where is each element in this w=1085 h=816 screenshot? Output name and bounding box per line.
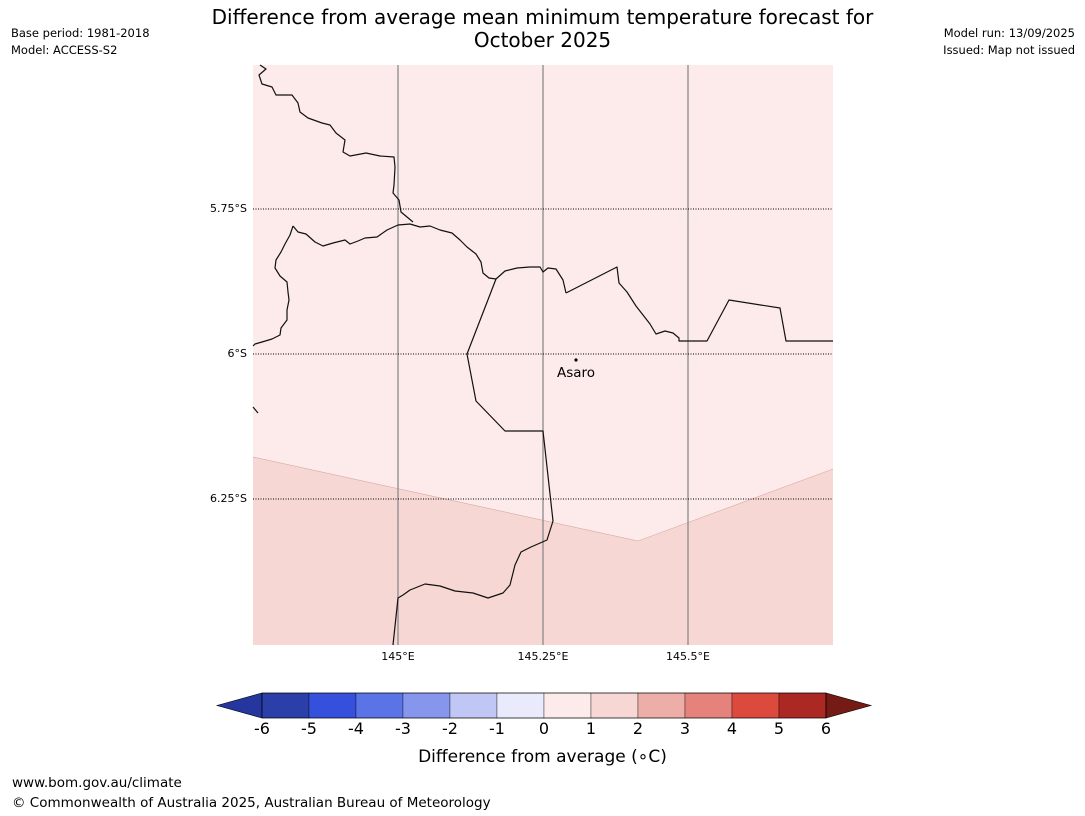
footer-url: www.bom.gov.au/climate: [12, 775, 182, 791]
meta-left: Base period: 1981-2018 Model: ACCESS-S2: [11, 25, 150, 59]
colorbar-tick-label: 0: [538, 719, 550, 738]
colorbar-tick-label: -1: [489, 719, 505, 738]
colorbar-segment: [402, 692, 451, 719]
model-name: Model: ACCESS-S2: [11, 43, 118, 57]
colorbar-tick-label: -2: [442, 719, 458, 738]
colorbar-tick-label: -5: [301, 719, 317, 738]
lat-label-6: 6°S: [227, 347, 247, 360]
colorbar-segment: [449, 692, 498, 719]
model-run: Model run: 13/09/2025: [943, 26, 1075, 40]
issued-status: Issued: Map not issued: [943, 43, 1075, 57]
colorbar-segment: [637, 692, 686, 719]
lon-label-145: 145°E: [381, 650, 415, 663]
base-period: Base period: 1981-2018: [11, 26, 150, 40]
colorbar-tick-label: 1: [585, 719, 597, 738]
colorbar-tick-label: 6: [820, 719, 832, 738]
colorbar-tick-label: 4: [726, 719, 738, 738]
colorbar-tick-label: 2: [632, 719, 644, 738]
colorbar-segment: [543, 692, 592, 719]
colorbar-extend-low: [215, 692, 263, 719]
colorbar-tick-label: 3: [679, 719, 691, 738]
colorbar: [215, 692, 873, 719]
colorbar-tick-label: 5: [773, 719, 785, 738]
place-marker: [574, 358, 578, 362]
border-central-south: [252, 225, 294, 347]
colorbar-outline: [261, 692, 827, 719]
colorbar-segment: [731, 692, 780, 719]
colorbar-segment: [308, 692, 357, 719]
colorbar-segment: [496, 692, 545, 719]
meta-right: Model run: 13/09/2025 Issued: Map not is…: [943, 25, 1075, 59]
lon-label-145-25: 145.25°E: [517, 650, 569, 663]
border-north-west: [258, 64, 414, 223]
colorbar-tick-label: -3: [395, 719, 411, 738]
colorbar-title: Difference from average (∘C): [418, 747, 667, 767]
border-eastern: [565, 266, 833, 342]
colorbar-extend-high: [825, 692, 873, 719]
contour-line: [252, 456, 834, 542]
colorbar-tick-label: -4: [348, 719, 364, 738]
map-title: Difference from average mean minimum tem…: [0, 6, 1085, 52]
lat-label-5-75: 5.75°S: [210, 202, 247, 215]
colorbar-segment: [778, 692, 827, 719]
map-title-line2: October 2025: [473, 28, 612, 52]
lon-label-145-5: 145.5°E: [666, 650, 710, 663]
border-central-north: [292, 223, 567, 294]
colorbar-segment: [590, 692, 639, 719]
colorbar-tick-label: -6: [254, 719, 270, 738]
place-label-asaro: Asaro: [557, 365, 596, 381]
colorbar-segment: [355, 692, 404, 719]
colorbar-segment: [684, 692, 733, 719]
border-asaro-district: [392, 278, 554, 646]
map-title-line1: Difference from average mean minimum tem…: [211, 5, 874, 29]
colorbar-segment: [261, 692, 310, 719]
border-west-edge: [252, 406, 259, 414]
lat-label-6-25: 6.25°S: [210, 492, 247, 505]
footer-copyright: © Commonwealth of Australia 2025, Austra…: [12, 795, 491, 811]
